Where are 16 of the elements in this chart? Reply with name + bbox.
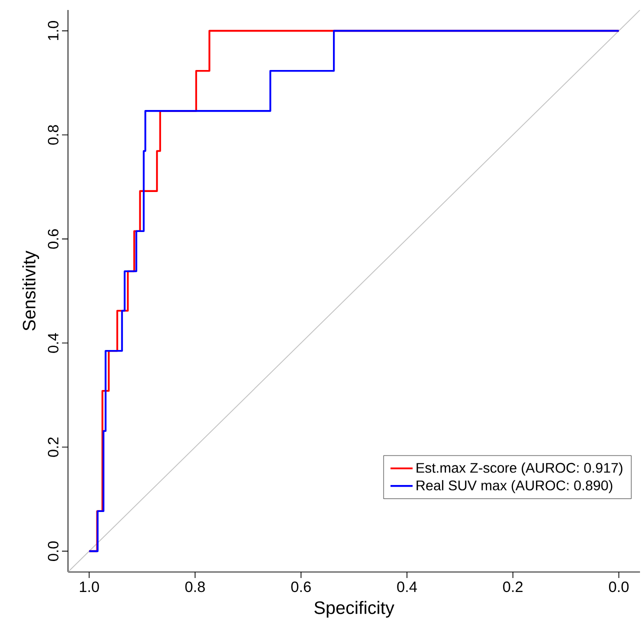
x-tick-label: 0.4 [397, 582, 417, 592]
legend-label: Real SUV max (AUROC: 0.890) [416, 480, 612, 494]
x-axis-title: Specificity [314, 600, 394, 618]
x-tick-label: 0.0 [609, 582, 629, 592]
x-tick-label: 0.2 [503, 582, 523, 592]
y-tick-label: 1.0 [48, 21, 58, 40]
y-tick-label: 0.4 [48, 333, 58, 353]
y-axis-title: Sensitivity [22, 250, 40, 331]
y-tick-label: 0.6 [48, 229, 58, 249]
y-tick-label: 0.8 [48, 125, 58, 145]
y-tick-label: 0.0 [48, 541, 58, 561]
x-tick-label: 0.6 [291, 582, 311, 592]
legend-label: Est.max Z-score (AUROC: 0.917) [416, 462, 622, 476]
x-tick-label: 0.8 [185, 582, 205, 592]
x-tick-label: 1.0 [80, 582, 99, 592]
y-tick-label: 0.2 [48, 437, 58, 457]
